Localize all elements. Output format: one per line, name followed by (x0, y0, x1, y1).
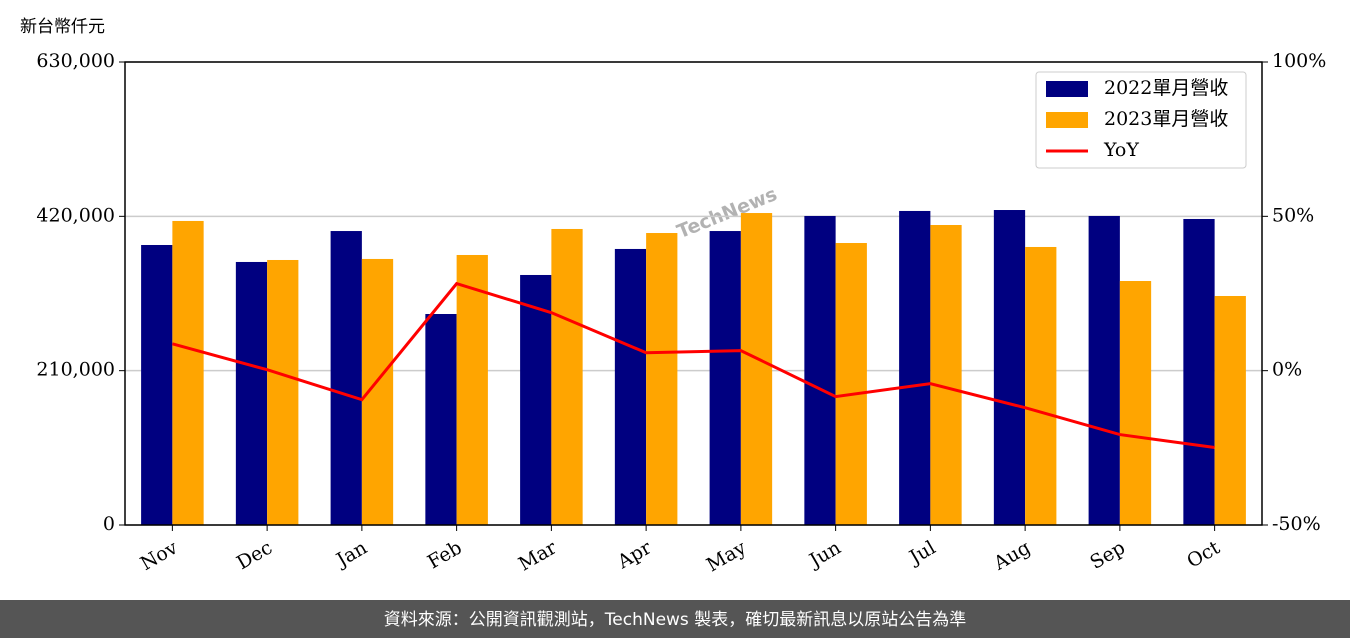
bar (835, 243, 867, 525)
bar (1088, 215, 1120, 525)
footer-text: 資料來源：公開資訊觀測站，TechNews 製表，確切最新訊息以原站公告為準 (384, 610, 966, 630)
y-unit-label: 新台幣仟元 (20, 17, 105, 37)
plot-frame (124, 61, 1263, 526)
legend-label: 2022單月營收 (1104, 77, 1228, 99)
y-tick-label: 210,000 (36, 359, 115, 381)
footer-bar (0, 600, 1350, 638)
y2-tick-label: 0% (1272, 359, 1302, 381)
legend-box (1035, 71, 1247, 169)
bar (804, 215, 836, 525)
bar (456, 254, 488, 525)
bar (1025, 246, 1057, 525)
bar (141, 244, 173, 525)
x-tick-label: Jul (904, 537, 939, 570)
legend-label: YoY (1103, 139, 1139, 161)
y2-tick-label: -50% (1272, 513, 1321, 535)
x-tick-label: Aug (989, 537, 1034, 576)
bar (930, 225, 962, 525)
x-tick-label: May (703, 536, 750, 576)
bar (520, 274, 552, 525)
x-tick-label: Mar (515, 536, 561, 575)
x-tick-label: Oct (1183, 536, 1224, 572)
x-tick-label: Dec (233, 537, 276, 575)
x-tick-label: Sep (1086, 537, 1129, 574)
bar (235, 261, 268, 525)
bar (993, 210, 1026, 526)
legend-swatch (1046, 81, 1088, 97)
y-tick-label: 420,000 (36, 204, 115, 226)
x-tick-label: Jun (804, 537, 845, 573)
bar (899, 210, 931, 525)
bar (172, 220, 204, 526)
y2-tick-label: 50% (1272, 204, 1314, 226)
y-tick-label: 630,000 (36, 50, 115, 72)
bar (1183, 218, 1215, 525)
bar (330, 231, 362, 526)
legend-swatch (1046, 112, 1088, 128)
bar (267, 259, 299, 525)
line (171, 281, 1215, 450)
x-tick-label: Nov (137, 536, 182, 575)
y2-tick-label: 100% (1272, 50, 1326, 72)
bar (646, 233, 678, 525)
y-tick-label: 0 (103, 513, 115, 535)
x-tick-label: Apr (613, 536, 656, 573)
bar (709, 231, 741, 526)
x-tick-label: Jan (331, 537, 371, 573)
legend-label: 2023單月營收 (1104, 108, 1228, 130)
bar (614, 248, 647, 525)
x-tick-label: Feb (424, 537, 466, 574)
bar (551, 228, 583, 525)
bar (740, 213, 773, 525)
bar (1119, 281, 1152, 525)
bar (425, 314, 457, 525)
bar (1214, 295, 1246, 525)
